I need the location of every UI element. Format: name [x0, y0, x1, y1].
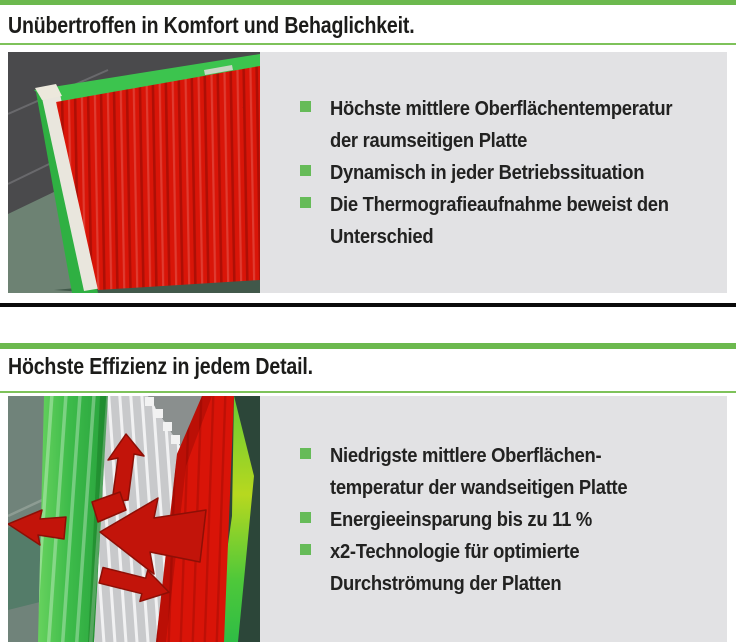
green-square-bullet-icon: [300, 165, 311, 176]
green-square-bullet-icon: [300, 512, 311, 523]
list-item: Energieeinsparung bis zu 11 %: [300, 504, 736, 536]
page-separator-line: [0, 303, 736, 307]
section2-content-panel: Niedrigste mittlere Oberflächen- tempera…: [8, 396, 727, 642]
section1-rule: [0, 43, 736, 45]
section1-accent-bar: [0, 0, 736, 5]
green-square-bullet-icon: [300, 101, 311, 112]
list-item: Die Thermografieaufnahme beweist den Unt…: [300, 189, 736, 253]
bullet-text: Energieeinsparung bis zu 11 %: [330, 509, 592, 531]
section2-heading: Höchste Effizienz in jedem Detail.: [8, 353, 313, 379]
list-item: x2-Technologie für optimierte Durchström…: [300, 536, 736, 600]
green-square-bullet-icon: [300, 544, 311, 555]
section2-accent-bar: [0, 343, 736, 349]
bullet-text: Die Thermografieaufnahme beweist den Unt…: [330, 194, 669, 248]
green-square-bullet-icon: [300, 448, 311, 459]
list-item: Dynamisch in jeder Betriebssituation: [300, 157, 736, 189]
bullet-text: Dynamisch in jeder Betriebssituation: [330, 162, 645, 184]
bullet-text: x2-Technologie für optimierte Durchström…: [330, 541, 580, 595]
section2-rule: [0, 391, 736, 393]
list-item: Niedrigste mittlere Oberflächen- tempera…: [300, 440, 736, 504]
bullet-text: Höchste mittlere Oberflächentemperatur d…: [330, 98, 673, 152]
section1-heading: Unübertroffen in Komfort und Behaglichke…: [8, 12, 415, 38]
section1-content-panel: Höchste mittlere Oberflächentemperatur d…: [8, 52, 727, 293]
green-square-bullet-icon: [300, 197, 311, 208]
bullet-text: Niedrigste mittlere Oberflächen- tempera…: [330, 445, 628, 499]
section1-bullet-list: Höchste mittlere Oberflächentemperatur d…: [300, 93, 736, 253]
radiator-thermography-image: [8, 52, 260, 293]
radiator-x2-flow-cutaway-image: [8, 396, 260, 642]
section2-bullet-list: Niedrigste mittlere Oberflächen- tempera…: [300, 440, 736, 600]
list-item: Höchste mittlere Oberflächentemperatur d…: [300, 93, 736, 157]
